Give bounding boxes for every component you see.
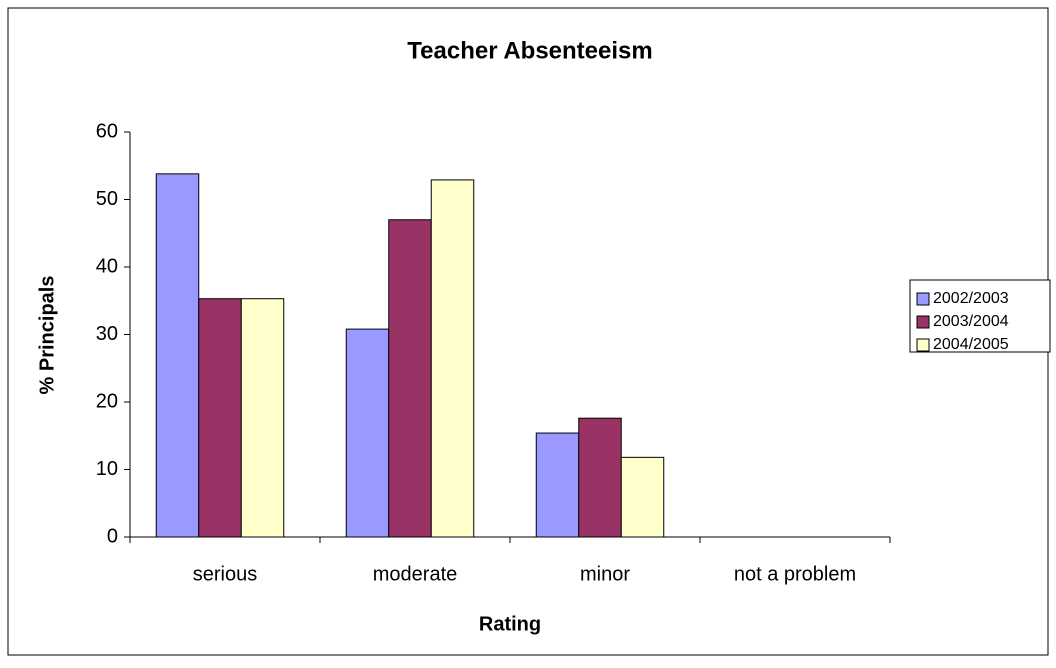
- y-tick-label: 0: [107, 525, 118, 547]
- legend-label: 2004/2005: [933, 336, 1009, 353]
- legend-swatch: [916, 292, 930, 306]
- bar: [345, 328, 390, 538]
- bar: [620, 456, 665, 538]
- y-tick-label: 10: [96, 458, 118, 480]
- x-tick-label: serious: [193, 563, 257, 585]
- y-tick-label: 20: [96, 390, 118, 412]
- chart-title: Teacher Absenteeism: [407, 37, 652, 64]
- x-axis-title: Rating: [479, 613, 541, 635]
- legend-label: 2003/2004: [933, 313, 1009, 330]
- bar: [240, 298, 285, 538]
- x-tick-label: moderate: [373, 563, 458, 585]
- bar: [198, 298, 242, 538]
- bar: [430, 179, 475, 538]
- x-tick-label: minor: [580, 563, 630, 585]
- y-tick-label: 40: [96, 255, 118, 277]
- legend-swatch: [916, 338, 930, 352]
- legend-box: [909, 279, 1051, 353]
- y-tick-label: 30: [96, 323, 118, 345]
- y-tick-label: 60: [96, 120, 118, 142]
- x-tick-label: not a problem: [734, 563, 856, 585]
- y-tick-label: 50: [96, 188, 118, 210]
- bar: [578, 417, 622, 538]
- y-axis-title: % Principals: [36, 276, 58, 395]
- bar: [155, 173, 200, 538]
- legend-swatch: [916, 315, 930, 329]
- legend-label: 2002/2003: [933, 290, 1009, 307]
- bar: [535, 432, 580, 538]
- bar: [388, 219, 432, 538]
